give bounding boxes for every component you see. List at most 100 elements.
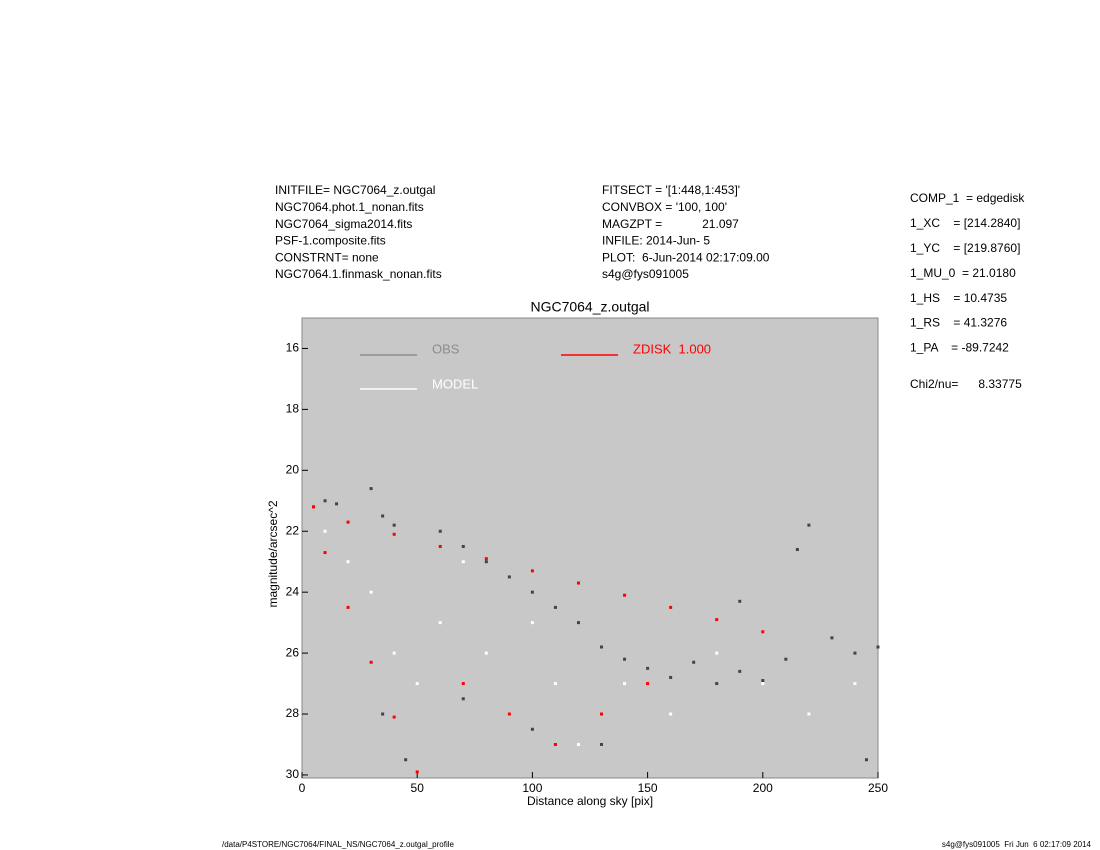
data-point (738, 669, 742, 673)
data-point (369, 487, 373, 491)
data-point (738, 599, 742, 603)
data-point (381, 514, 385, 518)
header-middle-line: s4g@fys091005 (602, 267, 689, 281)
header-right-line: 1_RS = 41.3276 (910, 316, 1007, 330)
footer-left: /data/P4STORE/NGC7064/FINAL_NS/NGC7064_z… (222, 840, 455, 849)
data-point (853, 651, 857, 655)
y-tick-label: 16 (286, 341, 300, 355)
data-point (600, 645, 604, 649)
x-tick-label: 100 (522, 781, 542, 795)
header-left-line: CONSTRNT= none (275, 250, 379, 264)
data-point (461, 544, 465, 548)
data-point (323, 551, 327, 555)
y-tick-label: 24 (286, 584, 300, 598)
data-point (761, 630, 765, 634)
y-tick-label: 22 (286, 523, 300, 537)
header-left-line: NGC7064.phot.1_nonan.fits (275, 200, 424, 214)
data-point (438, 621, 442, 625)
x-tick-label: 50 (411, 781, 425, 795)
data-point (415, 770, 419, 774)
header-middle-line: FITSECT = '[1:448,1:453]' (602, 183, 740, 197)
data-point (335, 502, 339, 506)
x-axis-label: Distance along sky [pix] (527, 794, 653, 808)
header-right-line: 1_MU_0 = 21.0180 (910, 266, 1016, 280)
data-point (346, 520, 350, 524)
x-tick-label: 250 (868, 781, 888, 795)
header-right-line: Chi2/nu= 8.33775 (910, 377, 1022, 391)
header-left-line: PSF-1.composite.fits (275, 234, 386, 248)
data-point (807, 523, 811, 527)
y-tick-label: 28 (286, 706, 300, 720)
data-point (323, 499, 327, 503)
data-point (623, 593, 627, 597)
data-point (392, 523, 396, 527)
data-point (600, 712, 604, 716)
data-point (507, 575, 511, 579)
data-point (461, 697, 465, 701)
header-right-line: 1_XC = [214.2840] (910, 216, 1020, 230)
data-point (553, 682, 557, 686)
footer-right: s4g@fys091005 Fri Jun 6 02:17:09 2014 (942, 840, 1092, 849)
header-middle-line: MAGZPT = 21.097 (602, 217, 739, 231)
x-tick-label: 150 (638, 781, 658, 795)
chart-title: NGC7064_z.outgal (530, 299, 649, 315)
data-point (576, 742, 580, 746)
data-point (507, 712, 511, 716)
data-point (623, 682, 627, 686)
data-point (346, 560, 350, 564)
data-point (312, 505, 316, 509)
data-point (853, 682, 857, 686)
data-point (484, 651, 488, 655)
data-point (392, 532, 396, 536)
data-point (576, 621, 580, 625)
y-tick-label: 20 (286, 462, 300, 476)
x-tick-label: 0 (299, 781, 306, 795)
data-point (669, 675, 673, 679)
data-point (438, 544, 442, 548)
x-tick-label: 200 (753, 781, 773, 795)
data-point (715, 651, 719, 655)
data-point (784, 657, 788, 661)
header-right-line: 1_HS = 10.4735 (910, 291, 1007, 305)
y-tick-label: 30 (286, 767, 300, 781)
data-point (876, 645, 880, 649)
header-right-line: COMP_1 = edgedisk (910, 191, 1025, 205)
y-tick-label: 18 (286, 402, 300, 416)
data-point (461, 560, 465, 564)
data-point (669, 712, 673, 716)
data-point (600, 742, 604, 746)
data-point (392, 715, 396, 719)
data-point (795, 548, 799, 552)
y-axis-label: magnitude/arcsec^2 (266, 500, 280, 607)
data-point (369, 590, 373, 594)
header-left-line: INITFILE= NGC7064_z.outgal (275, 183, 435, 197)
legend-label: OBS (432, 341, 460, 356)
data-point (530, 590, 534, 594)
data-point (692, 660, 696, 664)
data-point (415, 682, 419, 686)
data-point (715, 682, 719, 686)
data-point (404, 758, 408, 762)
data-point (553, 605, 557, 609)
data-point (438, 529, 442, 533)
y-tick-label: 26 (286, 645, 300, 659)
header-left-line: NGC7064.1.finmask_nonan.fits (275, 267, 442, 281)
data-point (392, 651, 396, 655)
data-point (461, 682, 465, 686)
data-point (576, 581, 580, 585)
data-point (830, 636, 834, 640)
header-right-line: 1_PA = -89.7242 (910, 341, 1009, 355)
data-point (807, 712, 811, 716)
data-point (530, 569, 534, 573)
data-point (623, 657, 627, 661)
data-point (761, 682, 765, 686)
data-point (530, 621, 534, 625)
header-right-line: 1_YC = [219.8760] (910, 241, 1020, 255)
header-middle-line: PLOT: 6-Jun-2014 02:17:09.00 (602, 250, 770, 264)
legend-label: ZDISK 1.000 (633, 341, 711, 356)
data-point (646, 666, 650, 670)
data-point (646, 682, 650, 686)
data-point (553, 742, 557, 746)
data-point (346, 605, 350, 609)
